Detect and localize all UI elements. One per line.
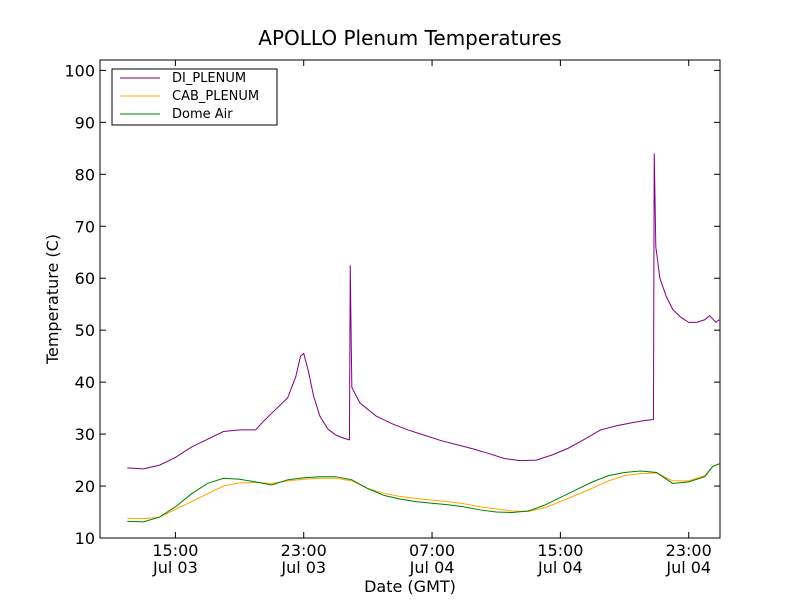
x-axis-label: Date (GMT) <box>364 577 456 596</box>
series-line-di-plenum <box>127 153 720 470</box>
y-axis: 10 20 30 40 50 60 70 80 90 100 <box>64 61 720 548</box>
y-tick-label: 60 <box>75 269 95 288</box>
y-tick-label: 80 <box>75 165 95 184</box>
y-axis-label: Temperature (C) <box>43 234 62 365</box>
x-tick-time-label: 07:00 <box>409 541 455 560</box>
chart-title: APOLLO Plenum Temperatures <box>258 26 561 50</box>
x-tick-time-label: 23:00 <box>666 541 712 560</box>
legend-entry-label: CAB_PLENUM <box>172 89 259 104</box>
x-tick-date-label: Jul 03 <box>152 558 198 577</box>
y-tick-label: 100 <box>64 61 95 80</box>
plot-area <box>127 153 720 523</box>
y-tick-label: 30 <box>75 425 95 444</box>
series-line-dome-air <box>127 463 720 523</box>
legend-entry-label: Dome Air <box>172 107 233 122</box>
y-tick-label: 40 <box>75 373 95 392</box>
legend-entry-label: DI_PLENUM <box>172 71 246 86</box>
x-tick-date-label: Jul 03 <box>280 558 326 577</box>
x-tick-date-label: Jul 04 <box>537 558 583 577</box>
y-tick-label: 50 <box>75 321 95 340</box>
x-tick-time-label: 23:00 <box>281 541 327 560</box>
y-tick-label: 20 <box>75 477 95 496</box>
legend: DI_PLENUM CAB_PLENUM Dome Air <box>111 68 278 126</box>
y-tick-label: 70 <box>75 217 95 236</box>
x-tick-time-label: 15:00 <box>152 541 198 560</box>
plot-frame <box>99 59 721 539</box>
series-line-cab-plenum <box>127 463 720 520</box>
x-tick-date-label: Jul 04 <box>409 558 455 577</box>
y-tick-label: 10 <box>75 529 95 548</box>
y-tick-label: 90 <box>75 113 95 132</box>
x-tick-time-label: 15:00 <box>537 541 583 560</box>
x-tick-date-label: Jul 04 <box>665 558 711 577</box>
